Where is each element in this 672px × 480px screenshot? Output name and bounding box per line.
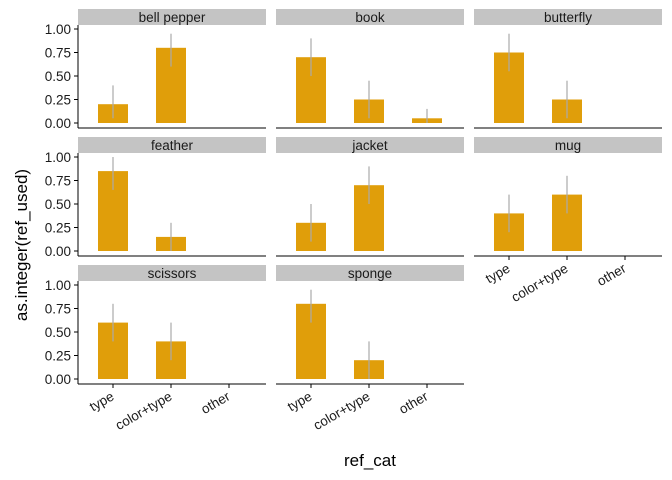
- x-tick-label: type: [285, 389, 315, 415]
- facet-strip: [78, 9, 266, 25]
- facet-panel: book: [276, 9, 464, 129]
- y-tick-label: 1.00: [45, 278, 71, 293]
- facet-title: sponge: [348, 266, 392, 281]
- y-tick-label: 0.75: [45, 302, 71, 317]
- facet-panel: jacket: [276, 137, 464, 257]
- facet-strip: [276, 9, 464, 25]
- x-tick-label: other: [198, 388, 233, 417]
- y-tick-label: 0.50: [45, 197, 71, 212]
- facet-panels: bell pepper 0.00 0.25 0.50 0.75 1.00 book butte…: [45, 9, 662, 433]
- facet-strip: [474, 137, 662, 153]
- facet-panel: feather 0.00 0.25 0.50 0.75 1.00: [45, 137, 266, 259]
- facet-strip: [474, 9, 662, 25]
- facet-title: scissors: [148, 266, 197, 281]
- y-tick-label: 0.25: [45, 349, 71, 364]
- y-tick-label: 0.50: [45, 69, 71, 84]
- x-tick-label: color+type: [311, 389, 373, 433]
- facet-title: jacket: [351, 138, 388, 153]
- facet-strip: [78, 265, 266, 281]
- y-tick-label: 0.00: [45, 116, 71, 131]
- y-tick-label: 1.00: [45, 150, 71, 165]
- facet-title: mug: [555, 138, 581, 153]
- facet-title: feather: [151, 138, 194, 153]
- facet-title: butterfly: [544, 10, 592, 25]
- facet-strip: [78, 137, 266, 153]
- facet-title: book: [355, 10, 385, 25]
- facet-panel: scissors 0.00 0.25 0.50 0.75 1.00 typecolor+ty…: [45, 265, 266, 433]
- y-tick-label: 0.50: [45, 325, 71, 340]
- x-tick-label: other: [396, 388, 431, 417]
- x-axis-title: ref_cat: [344, 451, 396, 470]
- x-tick-label: color+type: [509, 261, 571, 305]
- facet-title: bell pepper: [139, 10, 206, 25]
- x-tick-label: other: [594, 260, 629, 289]
- facet-panel: butterfly: [474, 9, 662, 129]
- x-tick-label: color+type: [113, 389, 175, 433]
- y-tick-label: 0.75: [45, 174, 71, 189]
- y-tick-label: 0.25: [45, 221, 71, 236]
- y-tick-label: 0.00: [45, 372, 71, 387]
- x-tick-label: type: [483, 261, 513, 287]
- x-tick-label: type: [87, 389, 117, 415]
- y-tick-label: 1.00: [45, 22, 71, 37]
- facet-strip: [276, 265, 464, 281]
- y-axis-title: as.integer(ref_used): [12, 169, 31, 321]
- y-tick-label: 0.00: [45, 244, 71, 259]
- facet-panel: bell pepper 0.00 0.25 0.50 0.75 1.00: [45, 9, 266, 131]
- y-tick-label: 0.75: [45, 46, 71, 61]
- facet-strip: [276, 137, 464, 153]
- y-tick-label: 0.25: [45, 93, 71, 108]
